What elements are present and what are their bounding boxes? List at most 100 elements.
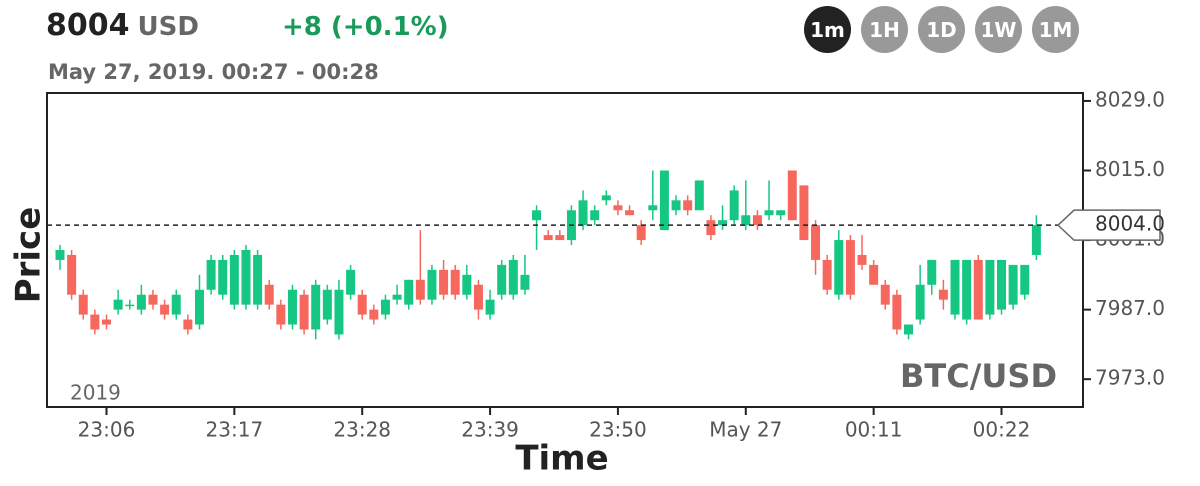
candle-body <box>322 289 332 320</box>
candle-body <box>834 240 844 295</box>
candle-body <box>67 254 77 295</box>
year-label: 2019 <box>70 381 121 405</box>
candle-body <box>648 205 658 211</box>
x-tick-label: 00:11 <box>845 418 903 442</box>
y-tick-label: 7973.0 <box>1095 366 1165 390</box>
x-tick-label: May 27 <box>709 418 782 442</box>
candle-body <box>997 259 1007 310</box>
time-range: May 27, 2019. 00:27 - 00:28 <box>48 60 379 84</box>
y-tick-label: 7987.0 <box>1095 296 1165 320</box>
candle-body <box>276 304 286 325</box>
x-tick-label: 23:06 <box>78 418 136 442</box>
interval-button[interactable]: 1D <box>918 6 965 53</box>
candle-body <box>357 294 367 315</box>
candle-body <box>764 210 774 216</box>
interval-button[interactable]: 1W <box>975 6 1022 53</box>
candle-body <box>380 299 390 315</box>
candle-body <box>962 259 972 320</box>
interval-button[interactable]: 1m <box>804 6 851 53</box>
candle-body <box>973 259 983 320</box>
candle-body <box>880 284 890 305</box>
candle-body <box>869 264 879 285</box>
candle-body <box>590 210 600 221</box>
change: +8 (+0.1%) <box>282 12 449 42</box>
candle-body <box>741 215 751 226</box>
candle-body <box>532 210 542 221</box>
candle-body <box>1008 264 1018 305</box>
candle-body <box>218 259 228 295</box>
candle-body <box>253 254 263 305</box>
candle-body <box>101 319 111 325</box>
candle-body <box>427 269 437 300</box>
candle-body <box>520 274 530 290</box>
x-tick-label: 23:39 <box>461 418 519 442</box>
candle-body <box>904 324 914 335</box>
candle-body <box>78 294 88 315</box>
candle-body <box>1031 225 1041 255</box>
y-tick-label: 8029.0 <box>1095 87 1165 111</box>
candle-body <box>555 235 565 241</box>
candle-body <box>857 254 867 265</box>
candle-body <box>613 205 623 211</box>
candle-body <box>1020 264 1030 295</box>
candle-body <box>659 170 669 231</box>
currency: USD <box>137 12 199 42</box>
last-price-tag <box>1056 209 1161 241</box>
candle-body <box>392 294 402 300</box>
candle-body <box>264 284 274 305</box>
candle-body <box>950 259 960 315</box>
candle-body <box>415 279 425 300</box>
candle-body <box>625 210 635 216</box>
candle-body <box>299 294 309 330</box>
candle-body <box>229 254 239 305</box>
candle-body <box>346 269 356 295</box>
candle-body <box>450 269 460 295</box>
candle-body <box>369 309 379 320</box>
y-axis-label: Price <box>9 207 49 304</box>
candle-body <box>938 289 948 300</box>
candle-body <box>683 200 693 211</box>
candle-body <box>125 304 135 307</box>
header: 8004 USD <box>46 8 199 43</box>
watermark: BTC/USD <box>900 357 1057 395</box>
candle-body <box>404 279 414 305</box>
x-axis-label: Time <box>515 439 608 479</box>
y-tick-label: 8015.0 <box>1095 157 1165 181</box>
interval-button[interactable]: 1M <box>1032 6 1079 53</box>
x-tick-label: 23:50 <box>589 418 647 442</box>
interval-button[interactable]: 1H <box>861 6 908 53</box>
candle-body <box>194 289 204 325</box>
interval-buttons: 1m 1H 1D 1W 1M <box>804 6 1079 53</box>
candle-body <box>787 170 797 221</box>
candle-body <box>799 185 809 241</box>
candle-body <box>473 284 483 310</box>
candle-body <box>706 220 716 236</box>
candle-body <box>497 264 507 295</box>
candle-body <box>90 314 100 330</box>
x-tick-label: 23:17 <box>206 418 264 442</box>
candle-body <box>485 299 495 315</box>
candle-body <box>183 319 193 330</box>
candle-body <box>601 195 611 201</box>
candle-body <box>508 259 518 295</box>
candle-body <box>845 240 855 295</box>
candle-body <box>636 225 646 241</box>
candle-body <box>811 225 821 260</box>
candle-body <box>206 259 216 290</box>
candle-body <box>822 259 832 290</box>
plot-frame <box>46 92 1084 408</box>
last-price-label: 8004.0 <box>1095 212 1165 236</box>
candle-body <box>334 289 344 335</box>
candle-body <box>241 250 251 305</box>
x-tick-label: 23:28 <box>333 418 391 442</box>
candle-body <box>148 294 158 305</box>
candle-body <box>985 259 995 315</box>
candle-body <box>718 220 728 226</box>
candle-body <box>915 284 925 320</box>
candle-body <box>311 284 321 330</box>
candle-body <box>171 294 181 315</box>
price: 8004 <box>46 8 130 43</box>
candle-body <box>462 274 472 295</box>
